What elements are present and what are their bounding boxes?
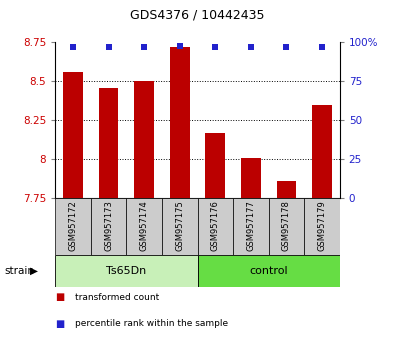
Bar	[276, 181, 296, 198]
Point	[177, 43, 183, 48]
Point	[70, 44, 76, 50]
Text: GSM957175: GSM957175	[175, 200, 184, 251]
Point	[105, 44, 112, 50]
Bar	[91, 198, 126, 255]
Bar	[233, 198, 269, 255]
Point	[141, 44, 147, 50]
Bar	[269, 198, 304, 255]
Bar	[312, 105, 332, 198]
Bar	[198, 255, 340, 287]
Text: ■: ■	[55, 319, 64, 329]
Text: transformed count: transformed count	[75, 293, 159, 302]
Bar	[99, 88, 118, 198]
Text: Ts65Dn: Ts65Dn	[106, 266, 147, 276]
Point	[283, 44, 290, 50]
Bar	[304, 198, 340, 255]
Bar	[126, 198, 162, 255]
Text: GSM957176: GSM957176	[211, 200, 220, 251]
Text: GDS4376 / 10442435: GDS4376 / 10442435	[130, 9, 265, 22]
Bar	[134, 81, 154, 198]
Bar	[205, 133, 225, 198]
Text: ▶: ▶	[30, 266, 38, 276]
Text: GSM957179: GSM957179	[318, 200, 326, 251]
Point	[319, 44, 325, 50]
Bar	[198, 198, 233, 255]
Bar	[170, 47, 190, 198]
Text: GSM957173: GSM957173	[104, 200, 113, 251]
Text: ■: ■	[55, 292, 64, 302]
Bar	[63, 72, 83, 198]
Text: GSM957172: GSM957172	[69, 200, 77, 251]
Bar	[241, 158, 261, 198]
Text: control: control	[249, 266, 288, 276]
Text: percentile rank within the sample: percentile rank within the sample	[75, 319, 228, 329]
Bar	[55, 198, 91, 255]
Bar	[162, 198, 198, 255]
Point	[212, 44, 218, 50]
Text: GSM957178: GSM957178	[282, 200, 291, 251]
Text: GSM957174: GSM957174	[140, 200, 149, 251]
Text: GSM957177: GSM957177	[246, 200, 255, 251]
Bar	[55, 255, 198, 287]
Point	[248, 44, 254, 50]
Text: strain: strain	[4, 266, 34, 276]
